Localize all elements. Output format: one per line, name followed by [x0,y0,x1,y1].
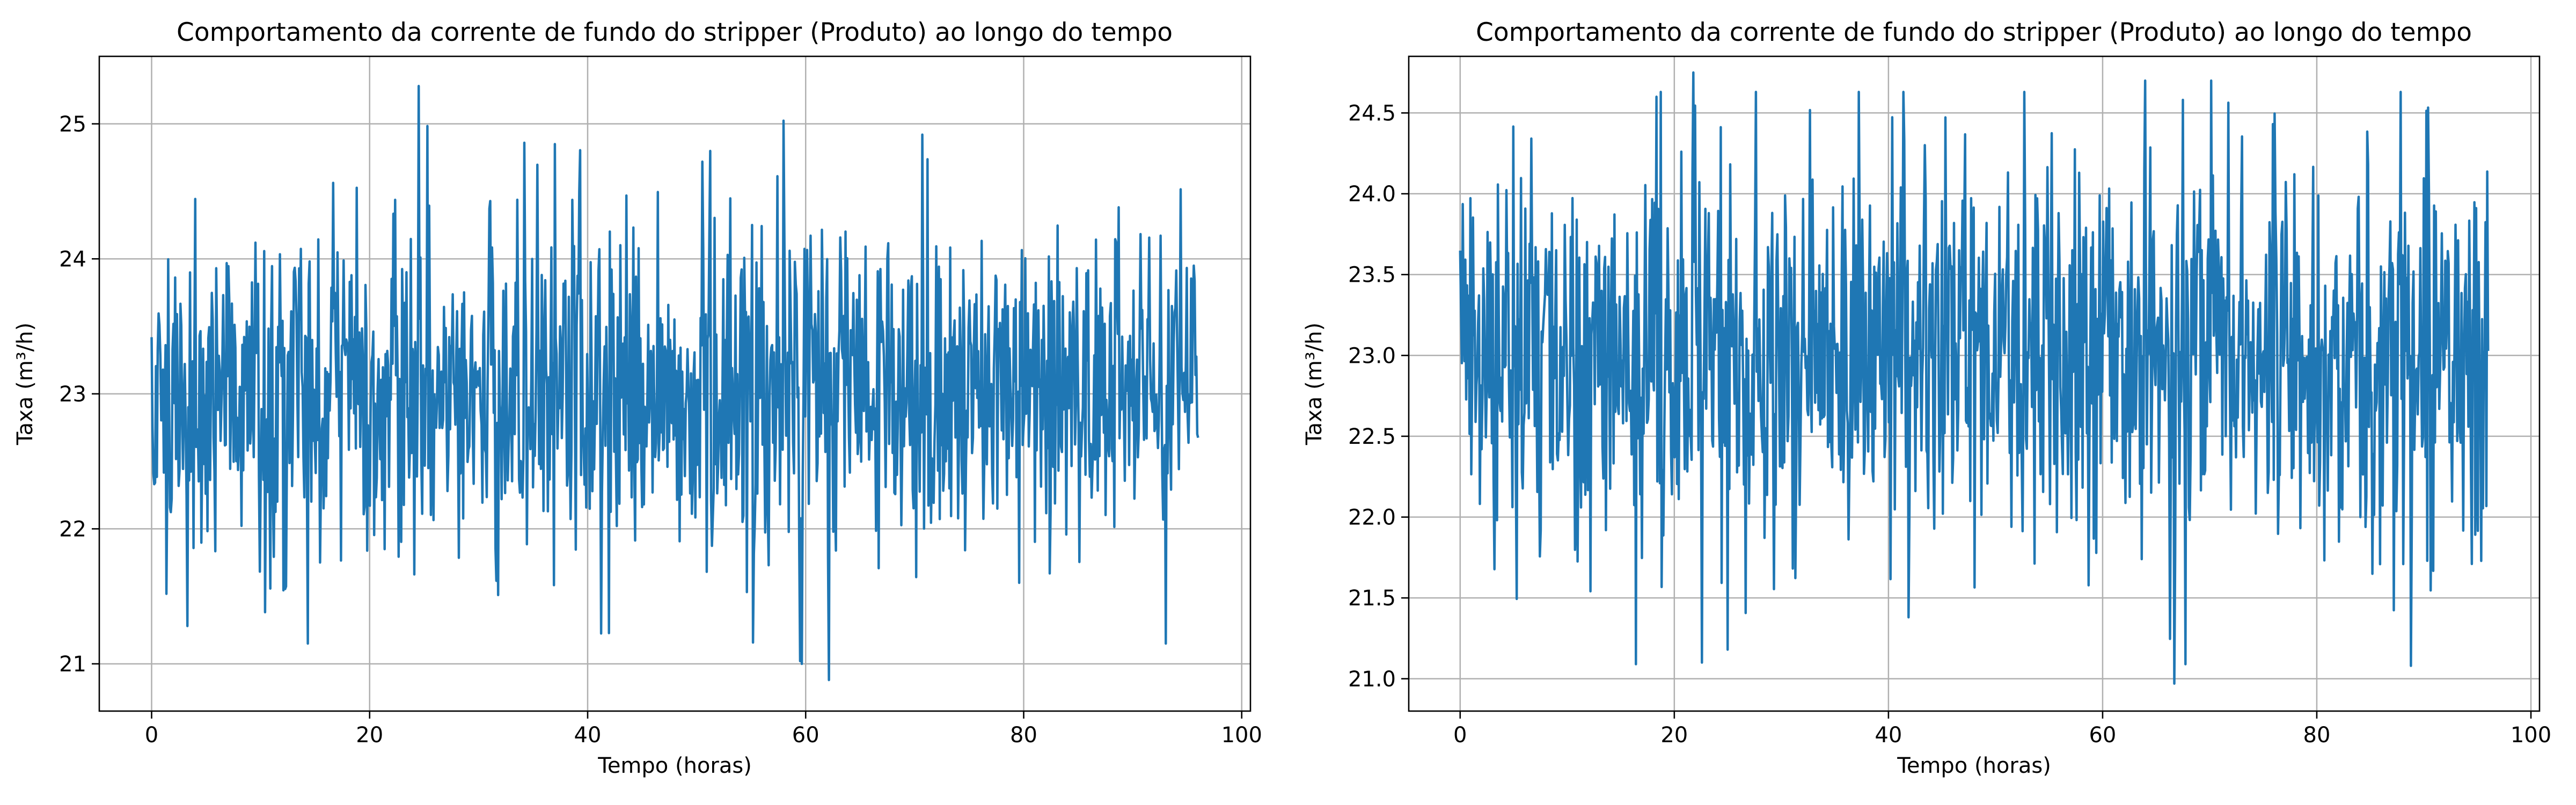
y-tick-label: 21 [59,652,86,677]
chart-left: 0 20 40 60 80 100 21 22 23 24 25 Comportamento da… [13,18,1262,778]
y-tick-label: 21.5 [1348,586,1396,611]
y-tick-label: 24.0 [1348,182,1396,207]
x-tick-label: 60 [792,723,819,748]
y-tick-label: 25 [59,112,86,137]
x-tick-label: 40 [1875,723,1902,748]
series-group [1459,71,2490,685]
y-ticks: 21.0 21.5 22.0 22.5 23.0 23.5 24.0 24.5 [1348,101,1409,692]
x-tick-label: 20 [1660,723,1688,748]
x-tick-label: 100 [2511,723,2551,748]
x-tick-label: 100 [1221,723,1262,748]
x-ticks: 0 20 40 60 80 100 [145,711,1262,748]
x-tick-label: 0 [1453,723,1467,748]
y-tick-label: 21.0 [1348,667,1396,692]
y-axis-label: Taxa (m³/h) [1302,323,1327,445]
series-line [150,85,1199,682]
x-axis-label: Tempo (horas) [597,753,752,778]
x-tick-label: 80 [2303,723,2331,748]
chart-title: Comportamento da corrente de fundo do st… [177,18,1173,47]
y-axis-label: Taxa (m³/h) [13,323,38,445]
y-tick-label: 24 [59,247,86,272]
axes-frame [1408,55,2541,712]
x-tick-label: 0 [145,723,158,748]
y-tick-label: 23.0 [1348,343,1396,368]
axes-frame [98,55,1252,712]
series-group [150,85,1199,682]
y-tick-label: 22.5 [1348,425,1396,449]
x-ticks: 0 20 40 60 80 100 [1453,711,2551,748]
x-axis-label: Tempo (horas) [1897,753,2051,778]
chart-title: Comportamento da corrente de fundo do st… [1476,18,2472,47]
chart-right: 0 20 40 60 80 100 21.0 21.5 22.0 22.5 23.0 23.5 24.… [1302,18,2551,778]
y-tick-label: 23.5 [1348,263,1396,288]
x-tick-label: 40 [574,723,602,748]
y-tick-label: 22.0 [1348,506,1396,530]
x-tick-label: 60 [2089,723,2116,748]
y-ticks: 21 22 23 24 25 [59,112,99,677]
y-tick-label: 24.5 [1348,101,1396,126]
series-line [1459,71,2490,685]
y-tick-label: 22 [59,517,86,541]
x-tick-label: 20 [356,723,383,748]
x-tick-label: 80 [1010,723,1037,748]
y-tick-label: 23 [59,382,86,407]
